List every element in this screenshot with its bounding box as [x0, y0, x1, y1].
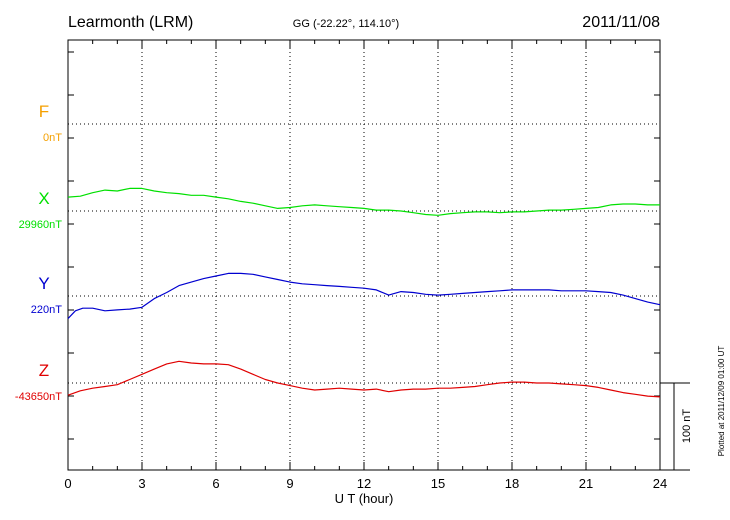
x-tick-label: 21 [579, 476, 593, 491]
x-tick-label: 15 [431, 476, 445, 491]
x-tick-label: 3 [138, 476, 145, 491]
series-baseline-y: 220nT [31, 304, 62, 316]
plotted-note: Plotted at 2011/12/09 01:00 UT [717, 346, 726, 457]
series-name-f: F [39, 102, 49, 121]
traces [67, 187, 661, 398]
x-tick-label: 12 [357, 476, 371, 491]
x-tick-label: 18 [505, 476, 519, 491]
chart-date: 2011/11/08 [582, 14, 660, 31]
series-baseline-f: 0nT [43, 132, 62, 144]
x-tick-label: 9 [286, 476, 293, 491]
series-line-x [67, 187, 660, 216]
x-tick-label: 24 [653, 476, 667, 491]
chart-title: Learmonth (LRM) [68, 14, 193, 31]
x-tick-label: 0 [64, 476, 71, 491]
x-tick-label: 6 [212, 476, 219, 491]
series-name-x: X [38, 189, 49, 208]
grid [68, 40, 660, 470]
series-line-y [67, 272, 661, 320]
x-tick-labels: 0 3 6 9 12 15 18 21 24 [64, 476, 667, 491]
series-baseline-z: -43650nT [15, 391, 62, 403]
component-labels: F 0nT X 29960nT Y 220nT Z -43650nT [15, 102, 62, 403]
series-name-z: Z [39, 361, 49, 380]
series-name-y: Y [38, 274, 49, 293]
series-baseline-x: 29960nT [19, 219, 63, 231]
scale-bar: 100 nT [660, 382, 693, 471]
scale-bar-label: 100 nT [681, 409, 693, 444]
chart-subtitle: GG (-22.22°, 114.10°) [293, 18, 399, 30]
plot-frame [67, 39, 661, 471]
series-line-z [67, 360, 661, 398]
x-axis-label: U T (hour) [335, 491, 394, 506]
